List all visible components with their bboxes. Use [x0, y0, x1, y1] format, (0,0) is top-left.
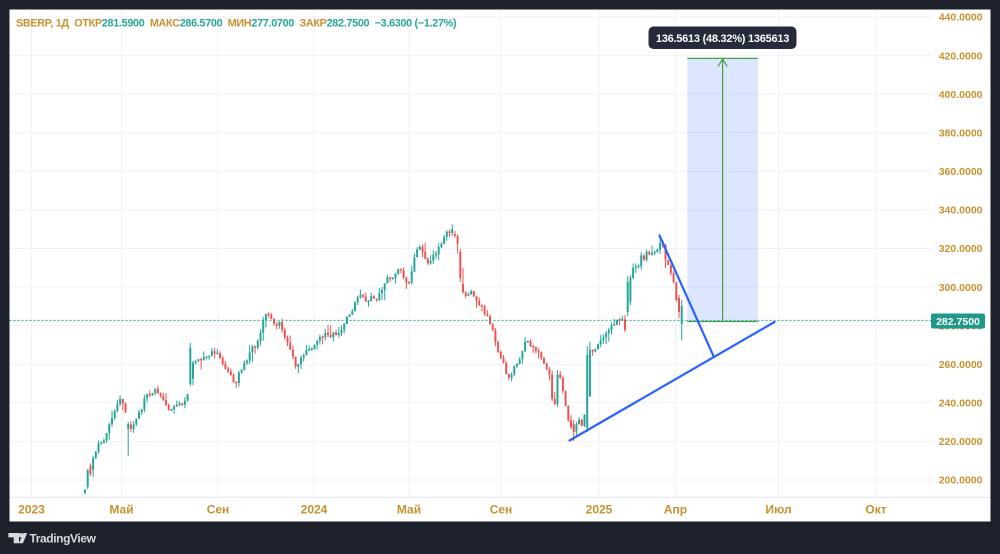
svg-text:420.0000: 420.0000	[939, 50, 983, 62]
svg-text:2024: 2024	[301, 503, 328, 517]
svg-text:Сен: Сен	[490, 503, 513, 517]
svg-text:2025: 2025	[586, 503, 613, 517]
svg-text:2023: 2023	[18, 503, 45, 517]
svg-text:320.0000: 320.0000	[939, 243, 983, 255]
svg-text:Май: Май	[397, 503, 421, 517]
svg-text:Сен: Сен	[207, 503, 230, 517]
svg-text:Май: Май	[109, 503, 133, 517]
svg-text:SBERP, 1Д ОТКР281.5900 МАКС2: SBERP, 1Д ОТКР281.5900 МАКС286.5700 МИН2…	[16, 18, 457, 30]
svg-text:340.0000: 340.0000	[939, 205, 983, 217]
svg-text:300.0000: 300.0000	[939, 282, 983, 294]
svg-text:Апр: Апр	[664, 503, 687, 517]
svg-text:TradingView: TradingView	[30, 532, 97, 546]
svg-text:260.0000: 260.0000	[939, 359, 983, 371]
svg-text:Окт: Окт	[865, 503, 886, 517]
svg-text:220.0000: 220.0000	[939, 436, 983, 448]
svg-text:360.0000: 360.0000	[939, 166, 983, 178]
svg-text:282.7500: 282.7500	[936, 316, 980, 328]
svg-text:Июл: Июл	[765, 503, 791, 517]
svg-text:200.0000: 200.0000	[939, 475, 983, 487]
svg-text:440.0000: 440.0000	[939, 12, 983, 24]
svg-text:240.0000: 240.0000	[939, 398, 983, 410]
svg-text:136.5613 (48.32%) 1365613: 136.5613 (48.32%) 1365613	[656, 33, 789, 45]
svg-text:400.0000: 400.0000	[939, 89, 983, 101]
svg-text:380.0000: 380.0000	[939, 127, 983, 139]
